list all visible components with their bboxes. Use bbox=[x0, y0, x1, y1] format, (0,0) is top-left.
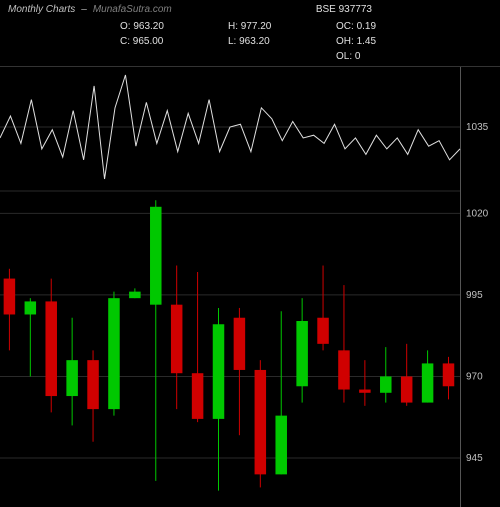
ol-label: OL: bbox=[336, 51, 352, 62]
summary-row-2: C: 965.00 L: 963.20 OH: 1.45 bbox=[0, 34, 500, 49]
title-dash: – bbox=[81, 4, 87, 15]
summary-row-3: OL: 0 bbox=[0, 49, 500, 64]
svg-text:1020: 1020 bbox=[466, 208, 489, 219]
high-value: 977.20 bbox=[241, 21, 272, 32]
svg-text:1035: 1035 bbox=[466, 122, 489, 133]
close-value: 965.00 bbox=[133, 36, 164, 47]
open-label: O: bbox=[120, 21, 131, 32]
svg-text:995: 995 bbox=[466, 290, 483, 301]
high-label: H: bbox=[228, 21, 238, 32]
chart-canvas: 1020 995 970 945 1035 bbox=[0, 67, 500, 507]
ol-value: 0 bbox=[355, 51, 361, 62]
open-value: 963.20 bbox=[133, 21, 164, 32]
oh-value: 1.45 bbox=[357, 36, 376, 47]
low-label: L: bbox=[228, 36, 236, 47]
svg-text:970: 970 bbox=[466, 371, 483, 382]
chart-header: Monthly Charts – MunafaSutra.com BSE 937… bbox=[0, 0, 500, 19]
ticker-symbol: BSE 937773 bbox=[316, 4, 372, 15]
chart-title: Monthly Charts bbox=[8, 4, 75, 15]
summary-row-1: O: 963.20 H: 977.20 OC: 0.19 bbox=[0, 19, 500, 34]
low-value: 963.20 bbox=[239, 36, 270, 47]
close-label: C: bbox=[120, 36, 130, 47]
oc-label: OC: bbox=[336, 21, 354, 32]
chart-source: MunafaSutra.com bbox=[93, 4, 172, 15]
oc-value: 0.19 bbox=[357, 21, 376, 32]
oh-label: OH: bbox=[336, 36, 354, 47]
svg-text:945: 945 bbox=[466, 453, 483, 464]
candlestick-chart: 1020 995 970 945 1035 bbox=[0, 67, 500, 507]
